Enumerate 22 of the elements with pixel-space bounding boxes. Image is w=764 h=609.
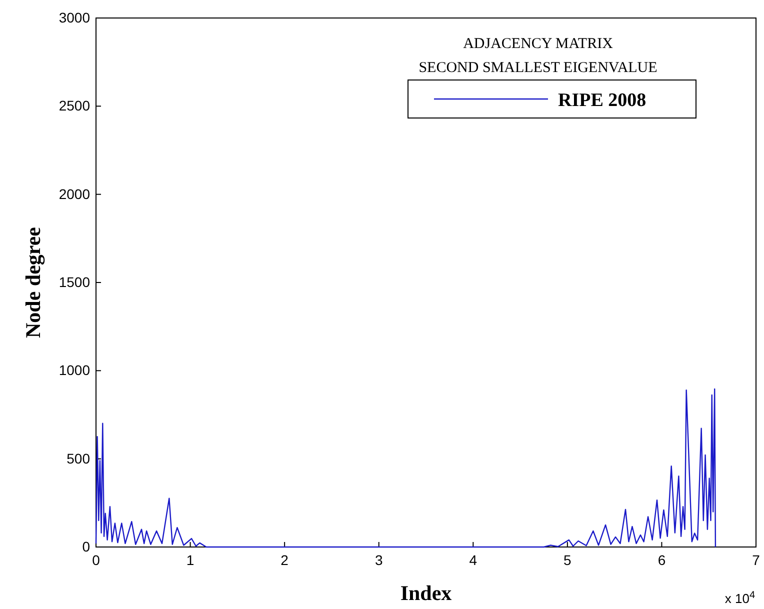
x-tick-label: 5 bbox=[564, 552, 572, 568]
y-tick-label: 1500 bbox=[58, 274, 90, 290]
text: RIPE 2008 bbox=[558, 90, 646, 111]
text: ADJACENCY MATRIX bbox=[463, 36, 614, 52]
x-tick-label: 4 bbox=[469, 552, 478, 568]
x-axis-title: Index bbox=[400, 581, 452, 605]
y-tick-label: 2500 bbox=[58, 98, 90, 114]
y-tick-label: 3000 bbox=[58, 9, 90, 26]
x-tick-label: 1 bbox=[186, 552, 194, 568]
x-tick-label: 6 bbox=[658, 552, 666, 568]
y-tick-label: 1000 bbox=[58, 362, 90, 378]
x-tick-label: 2 bbox=[280, 552, 289, 568]
x-tick-label: 0 bbox=[92, 552, 100, 568]
line-series bbox=[95, 388, 716, 548]
text: x 10$^{4}$ bbox=[724, 590, 756, 606]
y-tick-label: 0 bbox=[82, 538, 90, 554]
x-tick-label: 7 bbox=[752, 552, 760, 568]
y-tick-label: 500 bbox=[66, 450, 90, 466]
y-axis-title: Node degree bbox=[21, 227, 45, 338]
text: SECOND SMALLEST EIGENVALUE bbox=[418, 60, 658, 76]
y-tick-label: 2000 bbox=[58, 186, 90, 202]
x-tick-label: 3 bbox=[374, 552, 383, 568]
